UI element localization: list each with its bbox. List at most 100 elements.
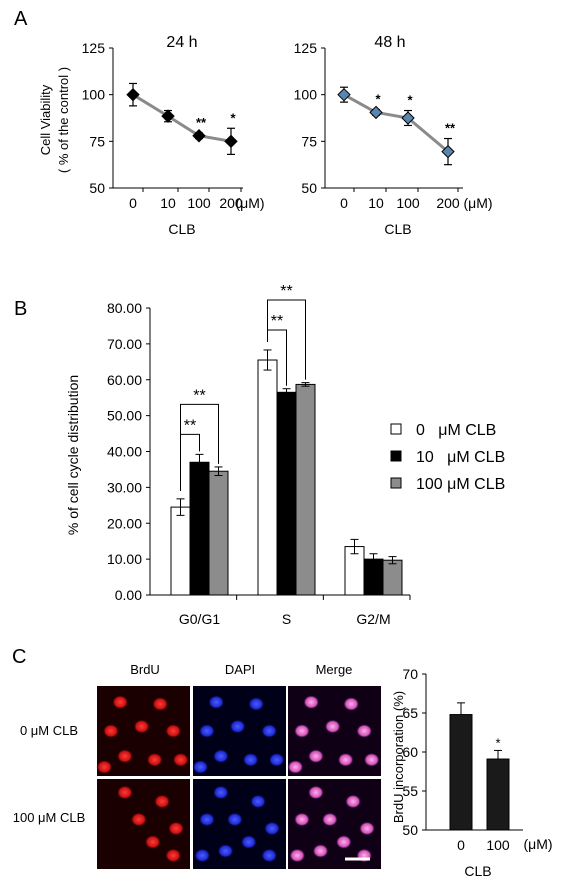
nucleus: [293, 724, 310, 738]
nucleus: [261, 848, 278, 863]
y-tick-label: 50: [402, 822, 418, 838]
data-point: [401, 111, 415, 125]
chart-24h-marks: ** *: [126, 82, 238, 155]
bar: [170, 506, 191, 596]
micrograph-col-brdu: BrdU: [130, 662, 160, 677]
nucleus: [312, 844, 329, 858]
nucleus: [192, 760, 209, 774]
nucleus: [226, 812, 243, 827]
bar: [276, 391, 297, 596]
chart-48h-title: 48 h: [374, 34, 405, 51]
y-tick-label: 50: [301, 180, 317, 196]
legend-label: 0 μM CLB: [416, 422, 496, 439]
micrograph-panel: BrdU DAPI Merge 0 μM CLB 100 μM CLB: [13, 662, 381, 869]
chart-48h-xlabel: CLB: [384, 221, 411, 237]
legend-swatch: [390, 477, 402, 489]
y-tick-label: 60: [402, 744, 418, 760]
nucleus: [248, 697, 265, 711]
bar: [189, 461, 210, 596]
significance-mark: *: [495, 735, 500, 750]
chart-24h-axes: 50 75 100 125 0 10 100 200: [82, 40, 243, 211]
nucleus: [307, 749, 324, 764]
x-tick-label: 200: [436, 195, 460, 211]
chart-brdu-xunit: (μM): [523, 836, 552, 852]
bar: [295, 383, 316, 596]
nucleus: [198, 724, 215, 738]
chart-brdu-marks: *: [449, 702, 510, 831]
significance-bracket: [180, 403, 219, 491]
nucleus: [363, 752, 380, 767]
nucleus: [261, 724, 278, 738]
bar: [257, 359, 278, 596]
nucleus: [242, 752, 259, 767]
y-tick-label: 50.00: [107, 408, 142, 424]
x-tick-label: G0/G1: [179, 611, 220, 627]
chart-24h: 24 h Cell Viability ( % of the control )…: [38, 34, 265, 237]
nucleus: [343, 697, 360, 711]
series-line: [132, 93, 232, 143]
nucleus: [152, 697, 169, 711]
nucleus: [144, 835, 161, 849]
significance-mark: **: [196, 115, 207, 130]
nucleus: [293, 812, 310, 827]
nucleus: [102, 724, 119, 738]
nucleus: [116, 785, 133, 800]
legend-swatch: [390, 450, 402, 462]
micrograph-images: [96, 686, 381, 869]
chart-cell-cycle-marks: ** ** ** **: [170, 283, 403, 596]
y-tick-label: 10.00: [107, 551, 142, 567]
bar: [382, 559, 403, 596]
chart-24h-xunit: (μM): [235, 195, 264, 211]
nucleus: [212, 785, 229, 800]
nucleus: [116, 749, 133, 764]
significance-mark: *: [375, 92, 381, 107]
nucleus: [356, 724, 373, 738]
data-point: [224, 134, 238, 149]
y-tick-label: 0.00: [115, 587, 142, 603]
y-tick-label: 80.00: [107, 300, 142, 316]
x-tick-label: 10: [368, 195, 384, 211]
nucleus: [287, 760, 304, 774]
significance-bracket: [267, 299, 306, 380]
y-tick-label: 100: [294, 87, 318, 103]
nucleus: [229, 719, 246, 734]
x-tick-label: 0: [129, 195, 137, 211]
data-point: [192, 129, 206, 143]
x-tick-label: 100: [187, 195, 211, 211]
y-tick-label: 75: [301, 133, 317, 149]
y-tick-label: 75: [89, 133, 105, 149]
y-tick-label: 50: [89, 180, 105, 196]
legend-swatch: [390, 423, 402, 435]
nucleus: [289, 848, 306, 863]
nucleus: [345, 794, 362, 809]
legend-label: 100 μM CLB: [416, 476, 505, 493]
data-point: [369, 105, 383, 120]
x-tick-label: 0: [457, 837, 465, 853]
y-tick-label: 30.00: [107, 479, 142, 495]
chart-24h-xlabel: CLB: [168, 221, 195, 237]
nucleus: [240, 835, 257, 849]
nucleus: [165, 848, 182, 863]
y-tick-label: 55: [402, 783, 418, 799]
nucleus: [168, 821, 185, 836]
panel-label-c: C: [12, 646, 26, 668]
chart-brdu-ylabel: BrdU incorporation (%): [391, 691, 406, 823]
y-tick-label: 20.00: [107, 515, 142, 531]
y-tick-label: 60.00: [107, 372, 142, 388]
chart-brdu-xlabel: CLB: [464, 863, 491, 879]
y-tick-label: 100: [82, 87, 106, 103]
significance-mark: **: [445, 121, 456, 136]
x-tick-label: 0: [340, 195, 348, 211]
nucleus: [172, 752, 189, 767]
data-point: [126, 87, 140, 102]
nucleus: [217, 844, 234, 858]
nucleus: [96, 760, 113, 774]
nucleus: [335, 835, 352, 849]
significance-mark: **: [184, 417, 196, 434]
chart-48h-xunit: (μM): [463, 195, 492, 211]
chart-24h-ylabel: Cell Viability: [38, 84, 53, 155]
significance-mark: **: [271, 313, 283, 330]
nucleus: [208, 695, 225, 710]
panel-label-b: B: [14, 298, 27, 320]
